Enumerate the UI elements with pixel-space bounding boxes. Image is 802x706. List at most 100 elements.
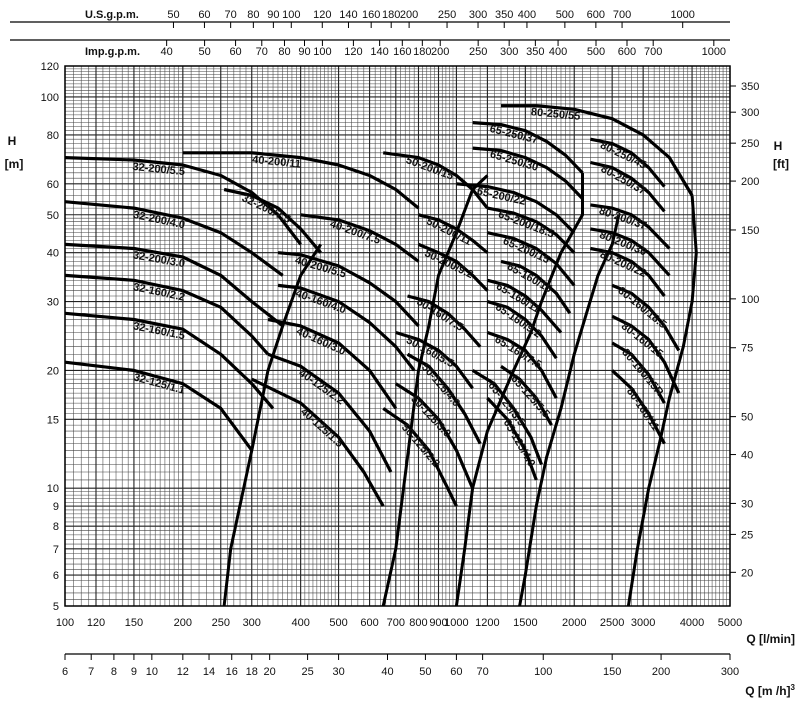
pump-curve [395,330,474,390]
impgpm-tick-label: 700 [644,46,662,58]
ft-axis-label-letter: H [774,139,783,153]
usgpm-tick-label: 600 [587,9,605,21]
pump-curves [64,104,698,607]
pump-curve [223,187,322,254]
pump-curve [487,278,563,334]
m3h-tick-label: 6 [62,666,68,678]
pump-curve [486,397,538,481]
operating-limit-line [381,174,489,607]
impgpm-tick-label: 50 [198,46,210,58]
pump-curve [590,246,666,297]
y-axis-label-unit: [m] [5,157,24,171]
m3h-tick-label: 10 [146,666,158,678]
m3h-tick-label: 14 [203,666,215,678]
pump-curve [472,146,584,200]
m3h-axis-label-text: Q [m /h] [745,684,790,698]
m3h-tick-label: 20 [264,666,276,678]
pump-curve [590,203,671,250]
curve-label: 32-200/7.5 [240,192,293,226]
y-tick-label: 60 [47,179,59,191]
plot-frame [64,65,731,607]
ft-tick-label: 75 [741,343,753,355]
x-tick-label: 400 [291,617,309,629]
m3h-tick-label: 18 [246,666,258,678]
ft-axis-label-unit: [ft] [773,157,789,171]
pump-curve [590,227,671,277]
m3h-tick-label: 7 [88,666,94,678]
usgpm-tick-label: 400 [518,9,536,21]
pump-curve [64,242,284,328]
usgpm-tick-label: 500 [556,9,574,21]
y-tick-label: 30 [47,297,59,309]
m3h-tick-label: 8 [111,666,117,678]
x-tick-label: 100 [56,617,74,629]
x-tick-label: 900 [429,617,447,629]
y-tick-label: 20 [47,365,59,377]
ft-tick-label: 100 [741,294,759,306]
x-tick-label: 1500 [513,617,537,629]
curve-labels: 32-125/1.132-160/1.532-160/2.232-200/3.0… [132,106,669,470]
x-tick-label: 4000 [680,617,704,629]
pump-curve [500,364,553,426]
usgpm-tick-label: 100 [282,9,300,21]
pump-curve [64,273,270,356]
m3h-tick-label: 40 [381,666,393,678]
usgpm-tick-label: 250 [438,9,456,21]
pump-curve [472,121,584,174]
curve-label: 50-200/11 [424,215,473,248]
pump-curve [267,317,398,410]
usgpm-tick-label: 350 [495,9,513,21]
y-tick-label: 80 [47,130,59,142]
x-tick-label: 600 [360,617,378,629]
y-tick-label: 50 [47,210,59,222]
impgpm-tick-label: 200 [431,46,449,58]
m3h-tick-label: 12 [177,666,189,678]
pump-curve [64,360,254,452]
impgpm-tick-label: 40 [161,46,173,58]
pump-curve [267,352,393,473]
y-tick-label: 15 [47,414,59,426]
ft-tick-label: 20 [741,567,753,579]
pump-curve [182,151,420,210]
ft-tick-label: 50 [741,412,753,424]
usgpm-tick-label: 80 [247,9,259,21]
pump-curve [382,407,458,507]
impgpm-tick-label: 80 [278,46,290,58]
ft-tick-label: 150 [741,225,759,237]
impgpm-tick-label: 60 [229,46,241,58]
y-tick-label: 100 [41,92,59,104]
pump-curve [590,137,666,188]
x-tick-label: 250 [212,617,230,629]
x-axis-label: Q [l/min] [746,632,795,646]
m3h-tick-label: 30 [332,666,344,678]
pump-curve [611,314,681,394]
impgpm-tick-label: 160 [393,46,411,58]
ft-tick-label: 300 [741,107,759,119]
y-tick-label: 5 [53,601,59,613]
x-tick-label: 5000 [718,617,742,629]
pump-curve [417,242,489,292]
impgpm-tick-label: 300 [500,46,518,58]
curve-label: 80-250/55 [530,106,580,123]
y-axis-label-letter: H [8,134,17,148]
m3h-axis-label-superscript: 3 [791,683,796,692]
usgpm-tick-label: 50 [167,9,179,21]
x-tick-label: 200 [174,617,192,629]
pump-curve [611,341,666,404]
pump-curve [407,294,482,348]
impgpm-tick-label: 250 [469,46,487,58]
y-tick-label: 8 [53,521,59,533]
pump-curve [300,213,420,263]
impgpm-tick-label: 140 [370,46,388,58]
impgpm-tick-label: 350 [526,46,544,58]
usgpm-tick-label: 60 [198,9,210,21]
pump-curve [486,330,558,399]
chart-axes: 100 120 150 200 250 300 400 500 600 700 800 9001000… [5,9,796,698]
curve-label: 32-200/5.5 [132,161,186,178]
impgpm-tick-label: 180 [413,46,431,58]
ft-tick-label: 25 [741,529,753,541]
usgpm-tick-label: 180 [382,9,400,21]
operating-limit-line [626,195,698,607]
x-tick-label: 150 [125,617,143,629]
usgpm-tick-label: 300 [469,9,487,21]
